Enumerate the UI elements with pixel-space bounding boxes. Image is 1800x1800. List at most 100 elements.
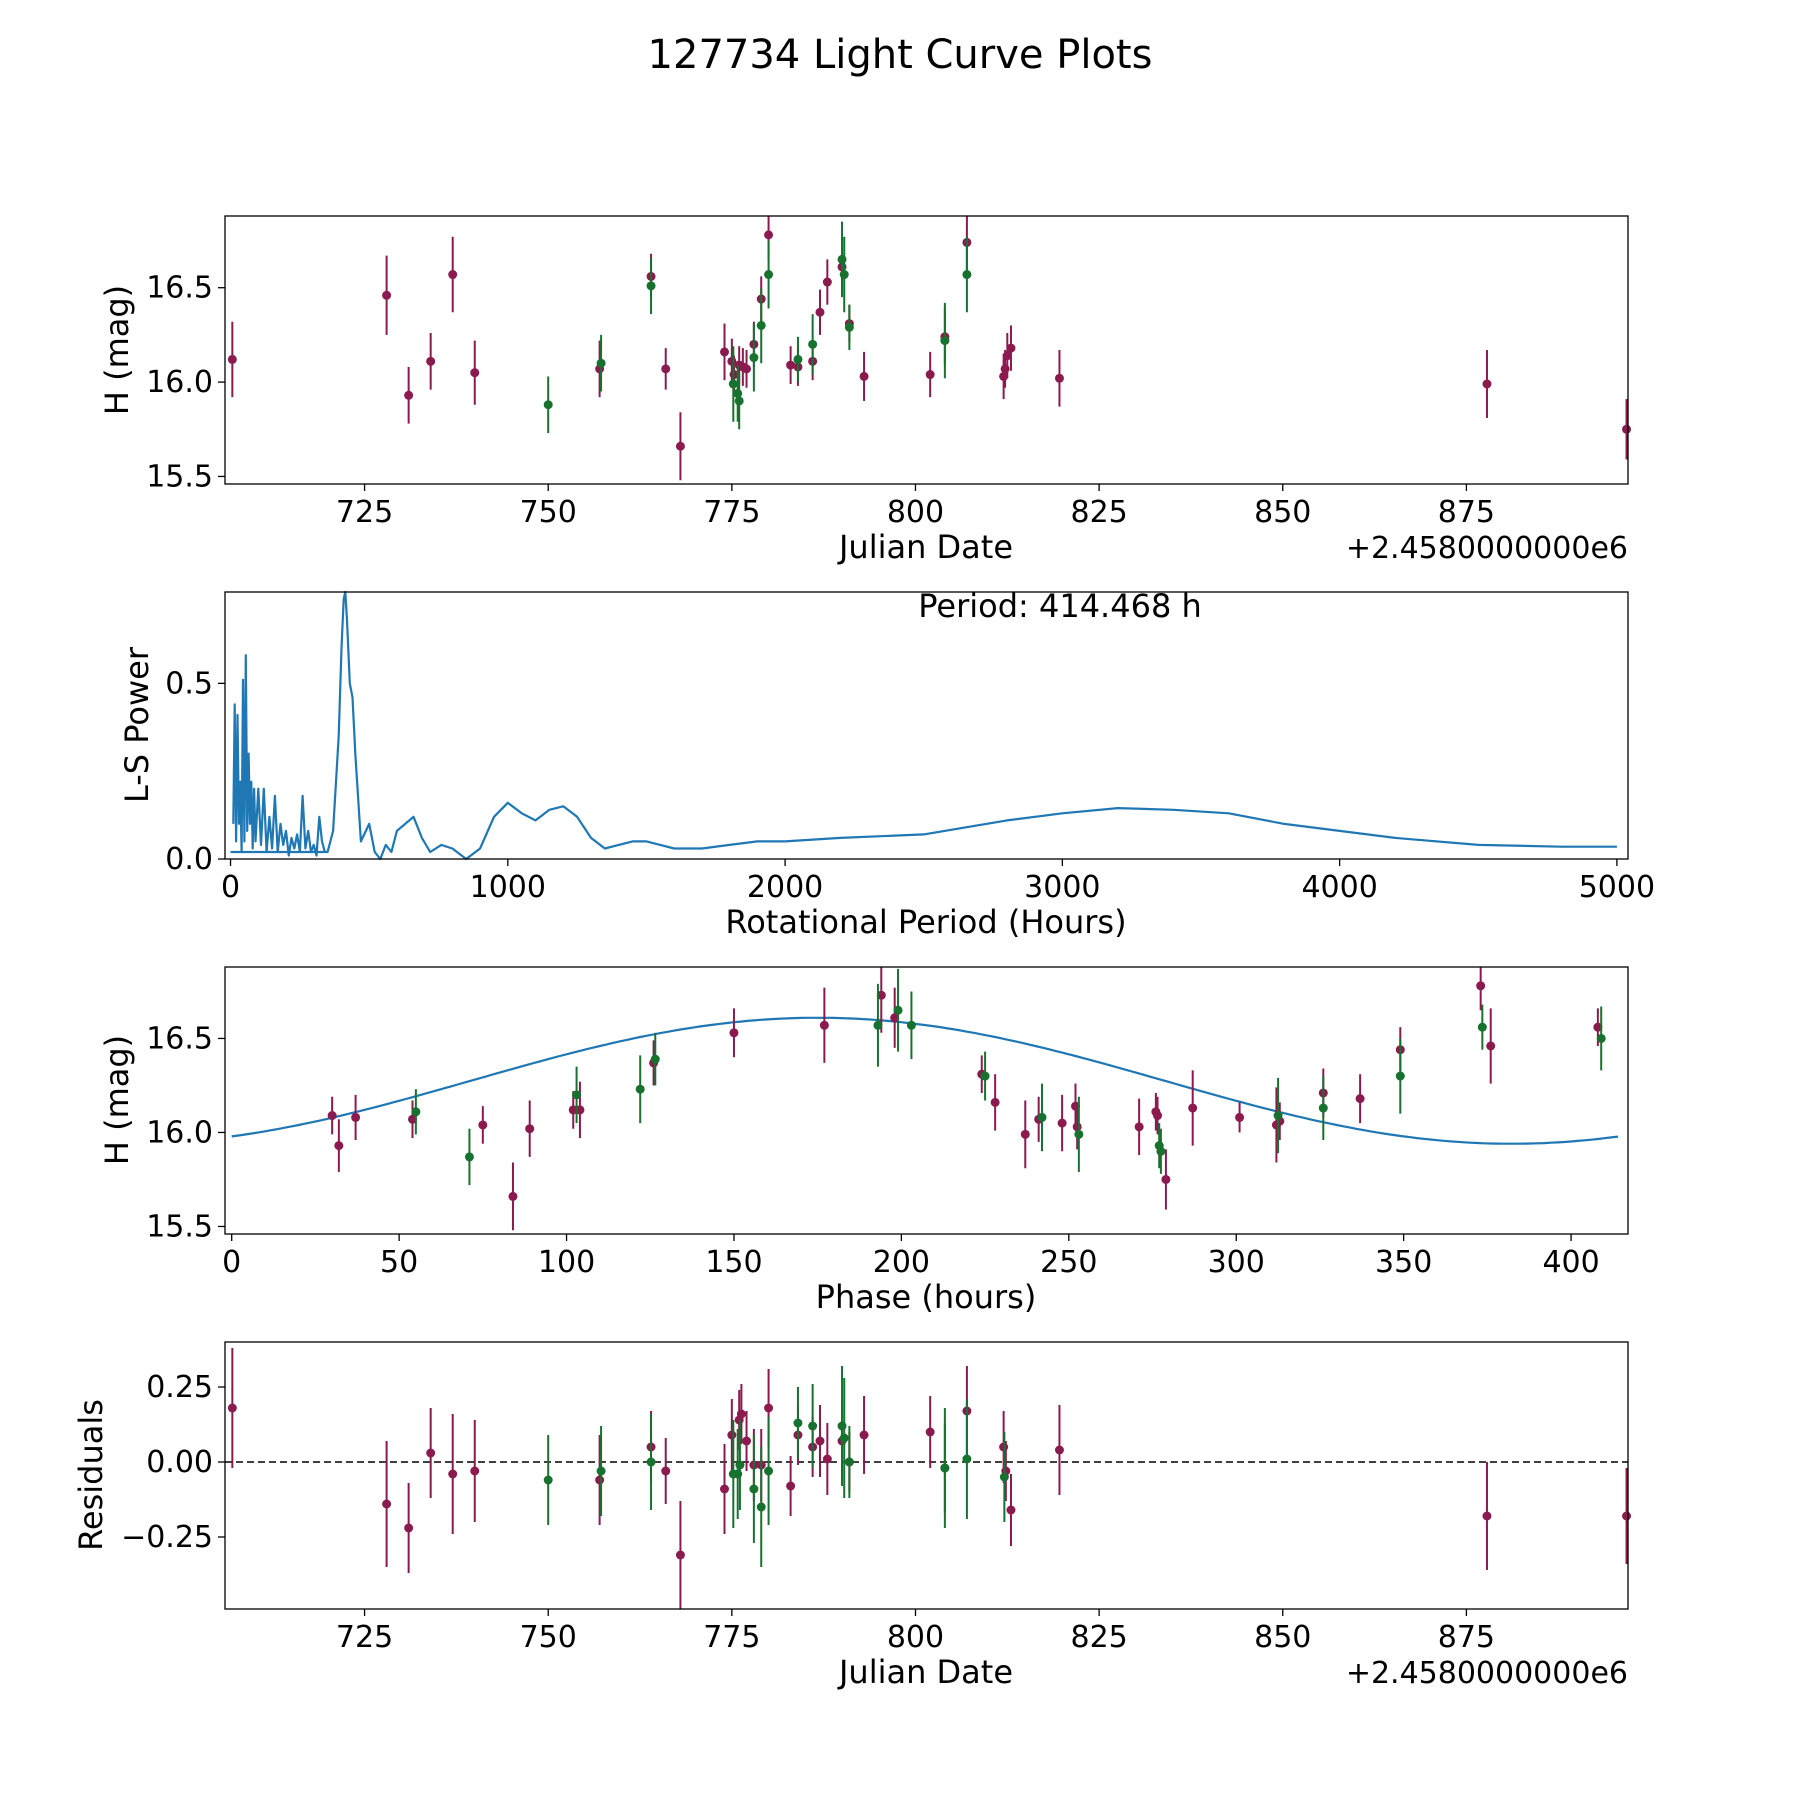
residuals-marks (225, 1348, 1632, 1609)
periodogram-x-label: Rotational Period (Hours) (725, 903, 1126, 941)
lightcurve-x-ticks: 725 750 775 800 825 850 875 (336, 484, 1495, 530)
filter_2-point (844, 322, 854, 332)
filter_2-point (646, 1457, 656, 1467)
residuals-y-ticks: −0.25 0.00 0.25 (121, 1370, 225, 1555)
x-tick-label: 775 (703, 1620, 760, 1655)
y-tick-label: 15.5 (146, 459, 213, 494)
x-tick-label: 100 (538, 1245, 595, 1280)
filter_2-point (839, 270, 849, 280)
x-tick-label: 0 (221, 870, 240, 905)
x-tick-label: 50 (380, 1245, 418, 1280)
y-tick-label: 0.5 (165, 666, 213, 701)
periodogram-plot-area (224, 591, 1629, 860)
filter_2-point (749, 353, 759, 363)
filter_1-point (742, 1436, 752, 1446)
filter_2-point (734, 396, 744, 406)
filter_1-point (1622, 424, 1632, 434)
filter_1-point (1161, 1174, 1171, 1184)
x-tick-label: 250 (1040, 1245, 1097, 1280)
filter_1-point (1355, 1094, 1365, 1104)
filter_1-point (815, 307, 825, 317)
filter_2-point (764, 1466, 774, 1476)
filter_1-point (525, 1124, 535, 1134)
filter_1-point (859, 371, 869, 381)
filter_1-point (764, 230, 774, 240)
y-tick-label: 0.25 (146, 1370, 213, 1405)
filter_1-point (675, 1550, 685, 1560)
filter_2-point (906, 1020, 916, 1030)
filter_2-point (596, 1466, 606, 1476)
filter_1-point (822, 277, 832, 287)
filter_2-point (940, 1463, 950, 1473)
filter_1-point (1054, 373, 1064, 383)
filter_1-point (990, 1097, 1000, 1107)
x-tick-label: 825 (1070, 495, 1127, 530)
phased-x-ticks: 0 50 100 150 200 250 300 350 400 (222, 1234, 1600, 1280)
x-tick-label: 800 (887, 1620, 944, 1655)
filter_2-point (764, 270, 774, 280)
filter_1-point (351, 1112, 361, 1122)
filter_2-point (940, 336, 950, 346)
lightcurve-panel: 725 750 775 800 825 850 875 15.5 16.0 16.5 Julia… (98, 215, 1632, 566)
filter_2-point (808, 339, 818, 349)
filter_1-point (925, 370, 935, 380)
lightcurve-x-offset: +2.4580000000e6 (1346, 531, 1628, 566)
filter_1-point (675, 441, 685, 451)
filter_2-point (756, 320, 766, 330)
x-tick-label: 850 (1254, 495, 1311, 530)
filter_2-point (596, 358, 606, 368)
filter_2-point (728, 379, 738, 389)
residuals-panel: 725 750 775 800 825 850 875 −0.25 0.00 0.25 Juli… (72, 1341, 1632, 1691)
y-tick-label: 16.0 (146, 365, 213, 400)
filter_1-point (448, 1469, 458, 1479)
filter_1-point (736, 1409, 746, 1419)
filter_2-point (646, 281, 656, 291)
y-tick-label: 0.00 (146, 1445, 213, 1480)
filter_2-point (793, 1418, 803, 1428)
y-tick-label: 16.0 (146, 1115, 213, 1150)
filter_1-point (1006, 1505, 1016, 1515)
phased-marks (231, 967, 1619, 1231)
filter_1-point (1134, 1122, 1144, 1132)
filter_1-point (227, 354, 237, 364)
filter_2-point (749, 1484, 759, 1494)
periodogram-y-ticks: 0.0 0.5 (165, 666, 225, 877)
x-tick-label: 400 (1542, 1245, 1599, 1280)
filter_1-point (661, 364, 671, 374)
short_period_forest-line (232, 654, 326, 857)
x-tick-label: 0 (222, 1245, 241, 1280)
x-tick-label: 200 (873, 1245, 930, 1280)
filter_1-point (742, 364, 752, 374)
filter_1-point (382, 290, 392, 300)
filter_1-point (1054, 1445, 1064, 1455)
filter_2-point (411, 1107, 421, 1117)
y-tick-label: −0.25 (121, 1520, 213, 1555)
filter_1-point (327, 1111, 337, 1121)
filter_1-point (426, 356, 436, 366)
phased-panel: 0 50 100 150 200 250 300 350 400 15.5 16.0 16.5 Ph… (98, 966, 1629, 1316)
filter_1-point (408, 1114, 418, 1124)
x-tick-label: 1000 (470, 870, 546, 905)
filter_1-point (1188, 1103, 1198, 1113)
x-tick-label: 2000 (747, 870, 823, 905)
filter_2-point (962, 270, 972, 280)
filter_1-point (764, 1403, 774, 1413)
lightcurve-y-ticks: 15.5 16.0 16.5 (146, 271, 225, 494)
x-tick-label: 875 (1438, 1620, 1495, 1655)
filter_1-point (727, 1430, 737, 1440)
filter_2-point (1477, 1022, 1487, 1032)
filter_1-point (819, 1020, 829, 1030)
filter_1-point (1622, 1511, 1632, 1521)
x-tick-label: 775 (703, 495, 760, 530)
sinusoid_fit-curve (231, 1016, 1619, 1145)
periodogram-panel: 0 1000 2000 3000 4000 5000 0.0 0.5 Period: 414… (118, 587, 1655, 941)
x-tick-label: 3000 (1024, 870, 1100, 905)
filter_1-point (890, 1013, 900, 1023)
filter_2-point (1395, 1071, 1405, 1081)
filter_1-point (595, 1475, 605, 1485)
phased-plot-area (224, 966, 1629, 1235)
x-tick-label: 150 (705, 1245, 762, 1280)
residuals-x-offset: +2.4580000000e6 (1346, 1656, 1628, 1691)
filter_1-point (575, 1105, 585, 1115)
filter_1-point (1482, 1511, 1492, 1521)
